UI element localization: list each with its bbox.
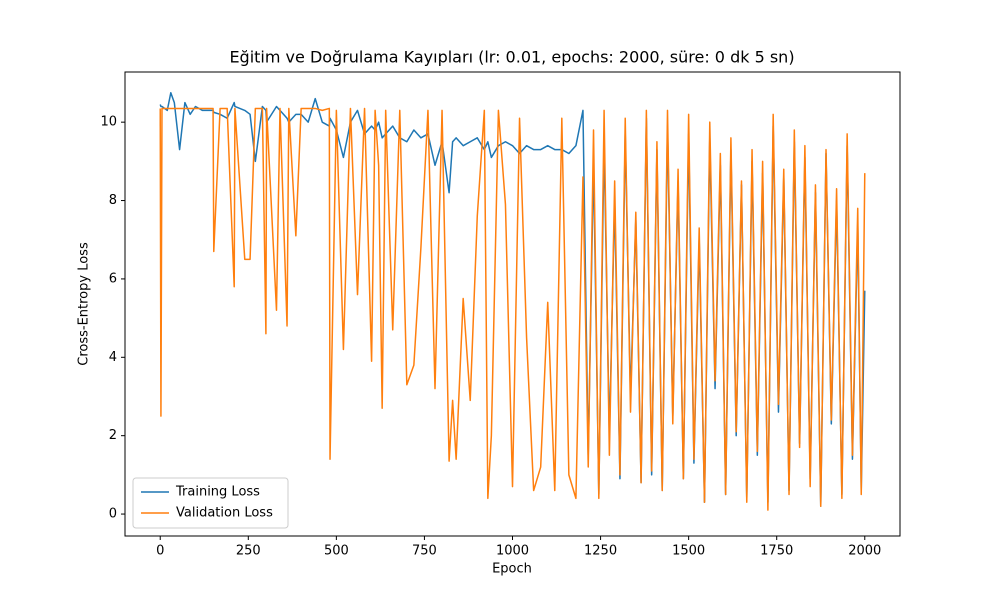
y-tick-label: 8	[109, 193, 117, 208]
chart-title: Eğitim ve Doğrulama Kayıpları (lr: 0.01,…	[229, 48, 794, 67]
x-tick-label: 500	[324, 544, 349, 559]
y-tick-label: 4	[109, 350, 117, 365]
x-tick-label: 1500	[672, 544, 705, 559]
legend-label: Training Loss	[175, 485, 260, 500]
legend-label: Validation Loss	[176, 506, 273, 521]
line-series	[159, 107, 866, 511]
x-axis-label: Epoch	[492, 562, 532, 577]
x-tick-label: 1750	[760, 544, 793, 559]
y-axis-label: Cross-Entropy Loss	[77, 242, 92, 366]
y-tick-label: 0	[109, 507, 117, 522]
x-tick-label: 1250	[584, 544, 617, 559]
x-tick-label: 750	[412, 544, 437, 559]
y-tick-label: 2	[109, 428, 117, 443]
x-tick-label: 2000	[848, 544, 881, 559]
x-tick-label: 250	[236, 544, 261, 559]
y-tick-label: 6	[109, 271, 117, 286]
plot-frame	[124, 71, 901, 537]
x-tick-label: 0	[156, 544, 164, 559]
y-tick-label: 10	[100, 115, 117, 130]
legend-box	[132, 477, 289, 529]
x-tick-label: 1000	[496, 544, 529, 559]
